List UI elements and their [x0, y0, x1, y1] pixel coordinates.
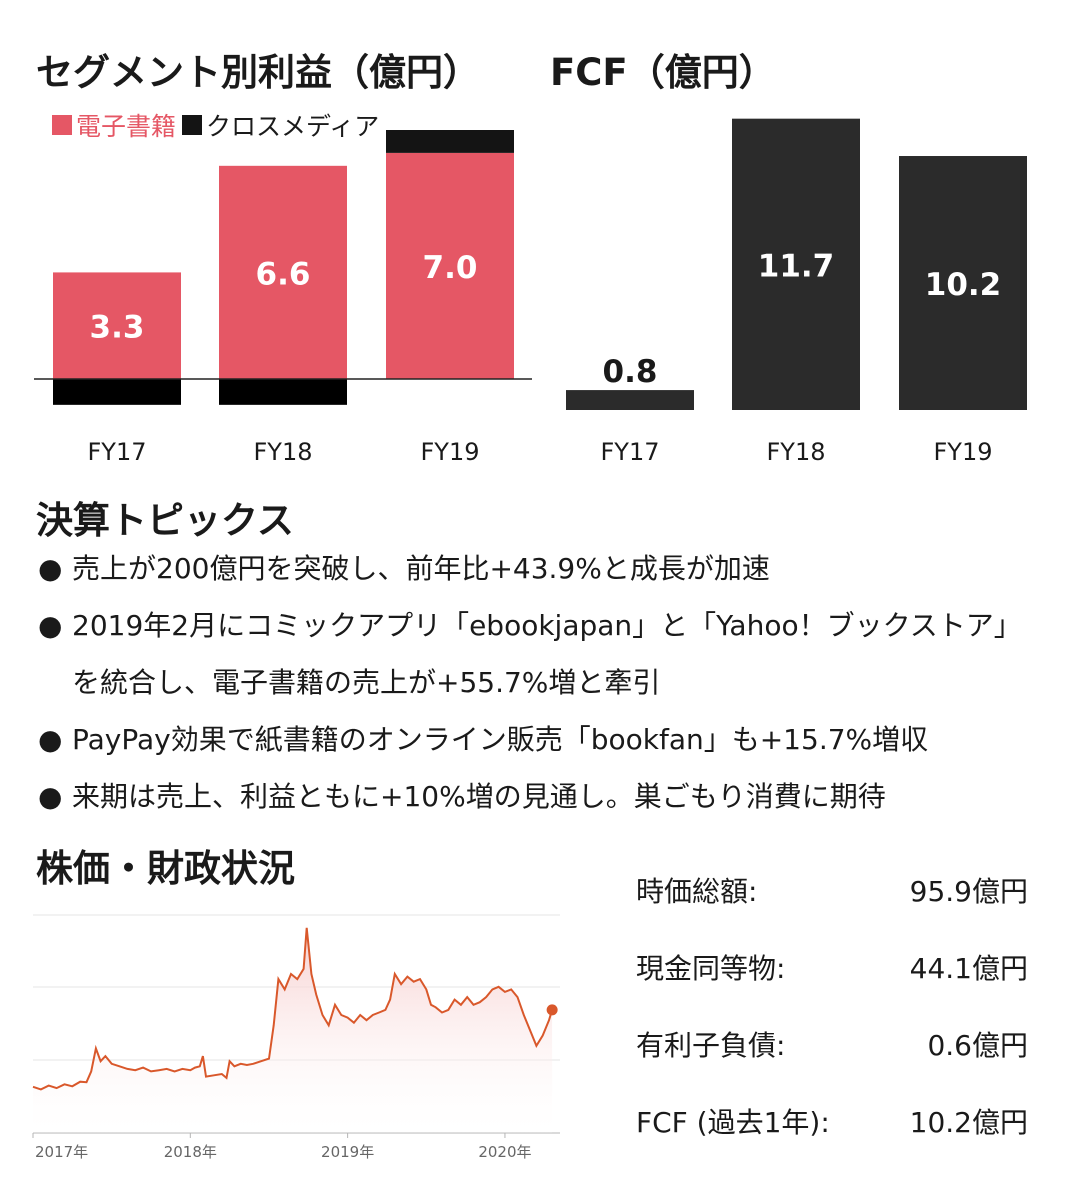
x-tick-label: FY17	[600, 438, 659, 466]
x-tick-label: FY19	[933, 438, 992, 466]
data-label: 11.7	[758, 248, 835, 284]
legend-swatch-ebooks	[52, 115, 72, 135]
list-item: ● PayPay効果で紙書籍のオンライン販売「bookfan」も+15.7%増収	[36, 711, 1046, 768]
bar-fcf-fy17	[566, 390, 694, 410]
legend-label-crossmedia: クロスメディア	[206, 112, 380, 141]
bar-crossmedia-fy19	[386, 130, 514, 153]
price-line	[32, 927, 554, 1091]
list-item: ● 売上が200億円を突破し、前年比+43.9%と成長が加速	[36, 540, 1046, 597]
list-item: ● 2019年2月にコミックアプリ「ebookjapan」と「Yahoo！ブックス…	[36, 597, 1046, 711]
segment-profit-chart: 3.3 FY17 6.6 FY18 7.0 FY19	[34, 130, 532, 466]
x-tick-label: 2019年	[321, 1143, 374, 1161]
data-label: 6.6	[256, 256, 311, 292]
stock-section-title: 株価・財政状況	[36, 847, 295, 890]
data-label: 7.0	[423, 250, 478, 286]
bar-crossmedia-fy18	[219, 379, 347, 405]
bullet-icon: ●	[38, 723, 63, 756]
bar-ebooks-fy17	[53, 272, 181, 379]
metric-debt: 有利子負債: 0.6億円	[636, 1029, 1028, 1062]
list-item: ● 来期は売上、利益ともに+10%増の見通し。巣ごもり消費に期待	[36, 768, 1046, 825]
legend-swatch-crossmedia	[182, 115, 203, 135]
fcf-chart: 0.8 FY17 11.7 FY18 10.2 FY19	[566, 118, 1027, 466]
segment-legend: 電子書籍 クロスメディア	[52, 107, 379, 143]
metric-fcf-ttm: FCF (過去1年): 10.2億円	[636, 1106, 1028, 1139]
x-tick-label: 2018年	[164, 1143, 217, 1161]
price-area	[33, 927, 553, 1133]
topics-title: 決算トピックス	[36, 499, 294, 542]
x-tick-label: FY19	[420, 438, 479, 466]
bar-fcf-fy18	[732, 118, 860, 411]
bullet-icon: ●	[38, 609, 63, 642]
metric-market-cap: 時価総額: 95.9億円	[636, 875, 1028, 908]
data-label: 3.3	[90, 310, 145, 346]
bar-ebooks-fy19	[386, 152, 514, 379]
x-tick-label: 2017年	[35, 1143, 88, 1161]
bullet-icon: ●	[38, 552, 63, 585]
legend-label-ebooks: 電子書籍	[76, 112, 177, 141]
topics-list: ● 売上が200億円を突破し、前年比+43.9%と成長が加速 ● 2019年2月にコ…	[36, 540, 1046, 825]
x-tick-label: FY17	[87, 438, 146, 466]
bullet-icon: ●	[38, 780, 63, 813]
data-label: 0.8	[603, 354, 658, 390]
latest-price-marker	[546, 1004, 558, 1016]
bar-fcf-fy19	[899, 156, 1027, 410]
x-tick-label: FY18	[766, 438, 825, 466]
segment-chart-title: セグメント別利益（億円）	[36, 51, 480, 94]
bar-crossmedia-fy17	[53, 379, 181, 405]
data-label: 10.2	[925, 267, 1002, 303]
x-tick-label: 2020年	[478, 1143, 531, 1161]
x-tick-label: FY18	[253, 438, 312, 466]
metric-cash: 現金同等物: 44.1億円	[636, 952, 1028, 985]
stock-price-chart: 2017年 2018年 2019年 2020年	[32, 914, 560, 1161]
bar-ebooks-fy18	[219, 165, 347, 379]
fcf-chart-title: FCF（億円）	[550, 51, 776, 94]
